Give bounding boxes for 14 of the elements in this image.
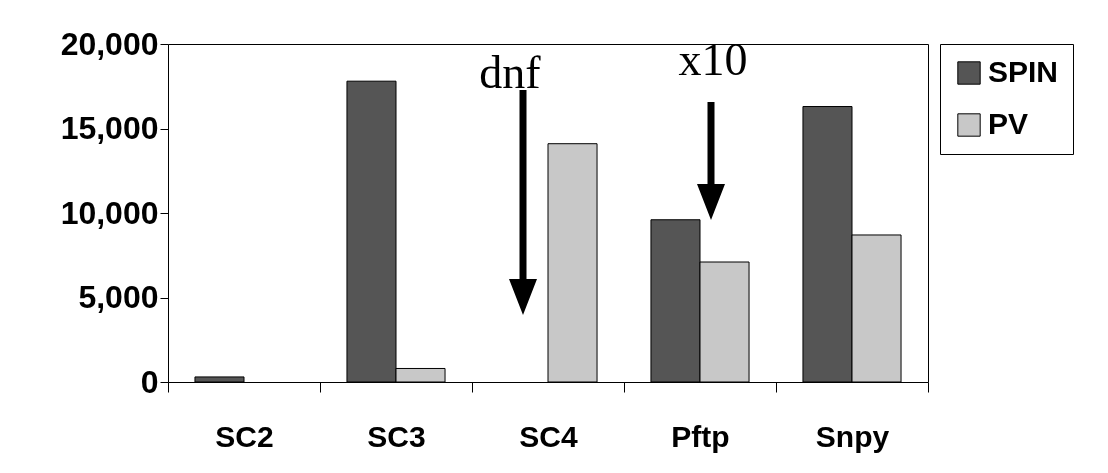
annotation: x10 bbox=[678, 34, 748, 85]
x-tick-label: SC4 bbox=[519, 419, 578, 453]
y-tick-label: 5,000 bbox=[78, 279, 159, 315]
x-tick-label: Pftp bbox=[671, 419, 730, 453]
x-tick-label: Snpy bbox=[815, 419, 890, 453]
x-tick-label: SC3 bbox=[367, 419, 426, 453]
x-tick-label: SC2 bbox=[215, 419, 274, 453]
y-tick-label: 10,000 bbox=[60, 194, 159, 231]
y-tick-label: 20,000 bbox=[60, 25, 159, 62]
y-tick-label: 15,000 bbox=[60, 110, 159, 146]
y-tick-label: 0 bbox=[140, 363, 159, 400]
annotation: dnf bbox=[479, 47, 542, 98]
legend-label: PV bbox=[988, 107, 1029, 140]
legend-label: SPIN bbox=[988, 55, 1059, 88]
